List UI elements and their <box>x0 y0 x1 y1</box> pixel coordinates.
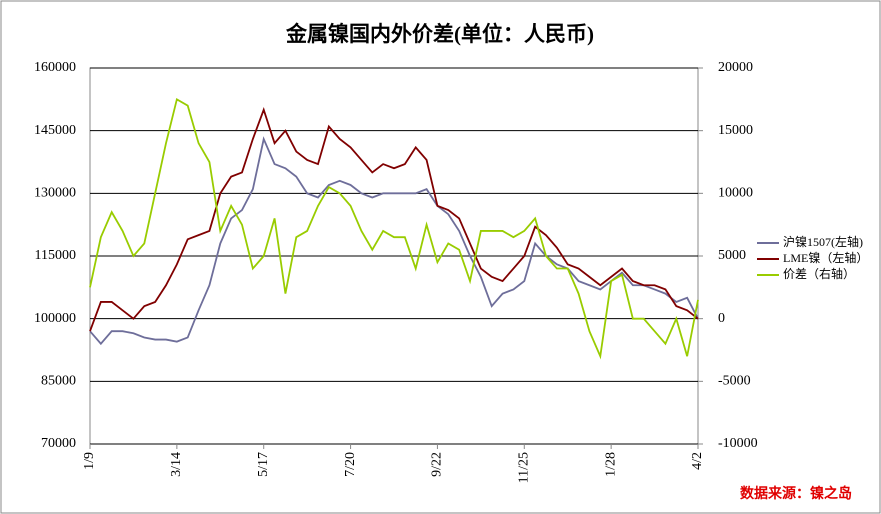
y-tick-label: 130000 <box>34 186 76 201</box>
y-tick-label: 160000 <box>34 60 76 75</box>
x-tick-label: 9/22 <box>430 452 445 477</box>
y2-tick-label: -10000 <box>718 436 758 451</box>
y2-tick-label: 10000 <box>718 186 753 201</box>
legend-label: 价差（右轴） <box>783 266 855 281</box>
y-tick-label: 70000 <box>41 436 76 451</box>
x-tick-label: 4/2 <box>690 452 705 470</box>
chart-title: 金属镍国内外价差(单位：人民币) <box>285 22 594 46</box>
y2-tick-label: -5000 <box>718 374 751 389</box>
series-line <box>89 97 699 360</box>
x-tick-label: 1/28 <box>603 452 618 477</box>
series-line <box>89 107 699 332</box>
legend-label: LME镍（左轴） <box>783 250 868 265</box>
y-tick-label: 115000 <box>35 248 76 263</box>
y2-tick-label: 0 <box>718 311 725 326</box>
x-tick-label: 5/17 <box>256 452 271 477</box>
series-line <box>89 136 699 346</box>
x-tick-label: 7/20 <box>343 452 358 477</box>
y-tick-label: 145000 <box>34 123 76 138</box>
y-tick-label: 100000 <box>34 311 76 326</box>
y-tick-label: 85000 <box>41 374 76 389</box>
x-tick-label: 11/25 <box>517 452 532 483</box>
y2-tick-label: 5000 <box>718 248 746 263</box>
y2-tick-label: 15000 <box>718 123 753 138</box>
legend-label: 沪镍1507(左轴) <box>783 234 863 249</box>
y2-tick-label: 20000 <box>718 60 753 75</box>
x-tick-label: 1/9 <box>82 452 97 470</box>
source-note: 数据来源：镍之岛 <box>740 485 852 502</box>
x-tick-label: 3/14 <box>169 452 184 477</box>
